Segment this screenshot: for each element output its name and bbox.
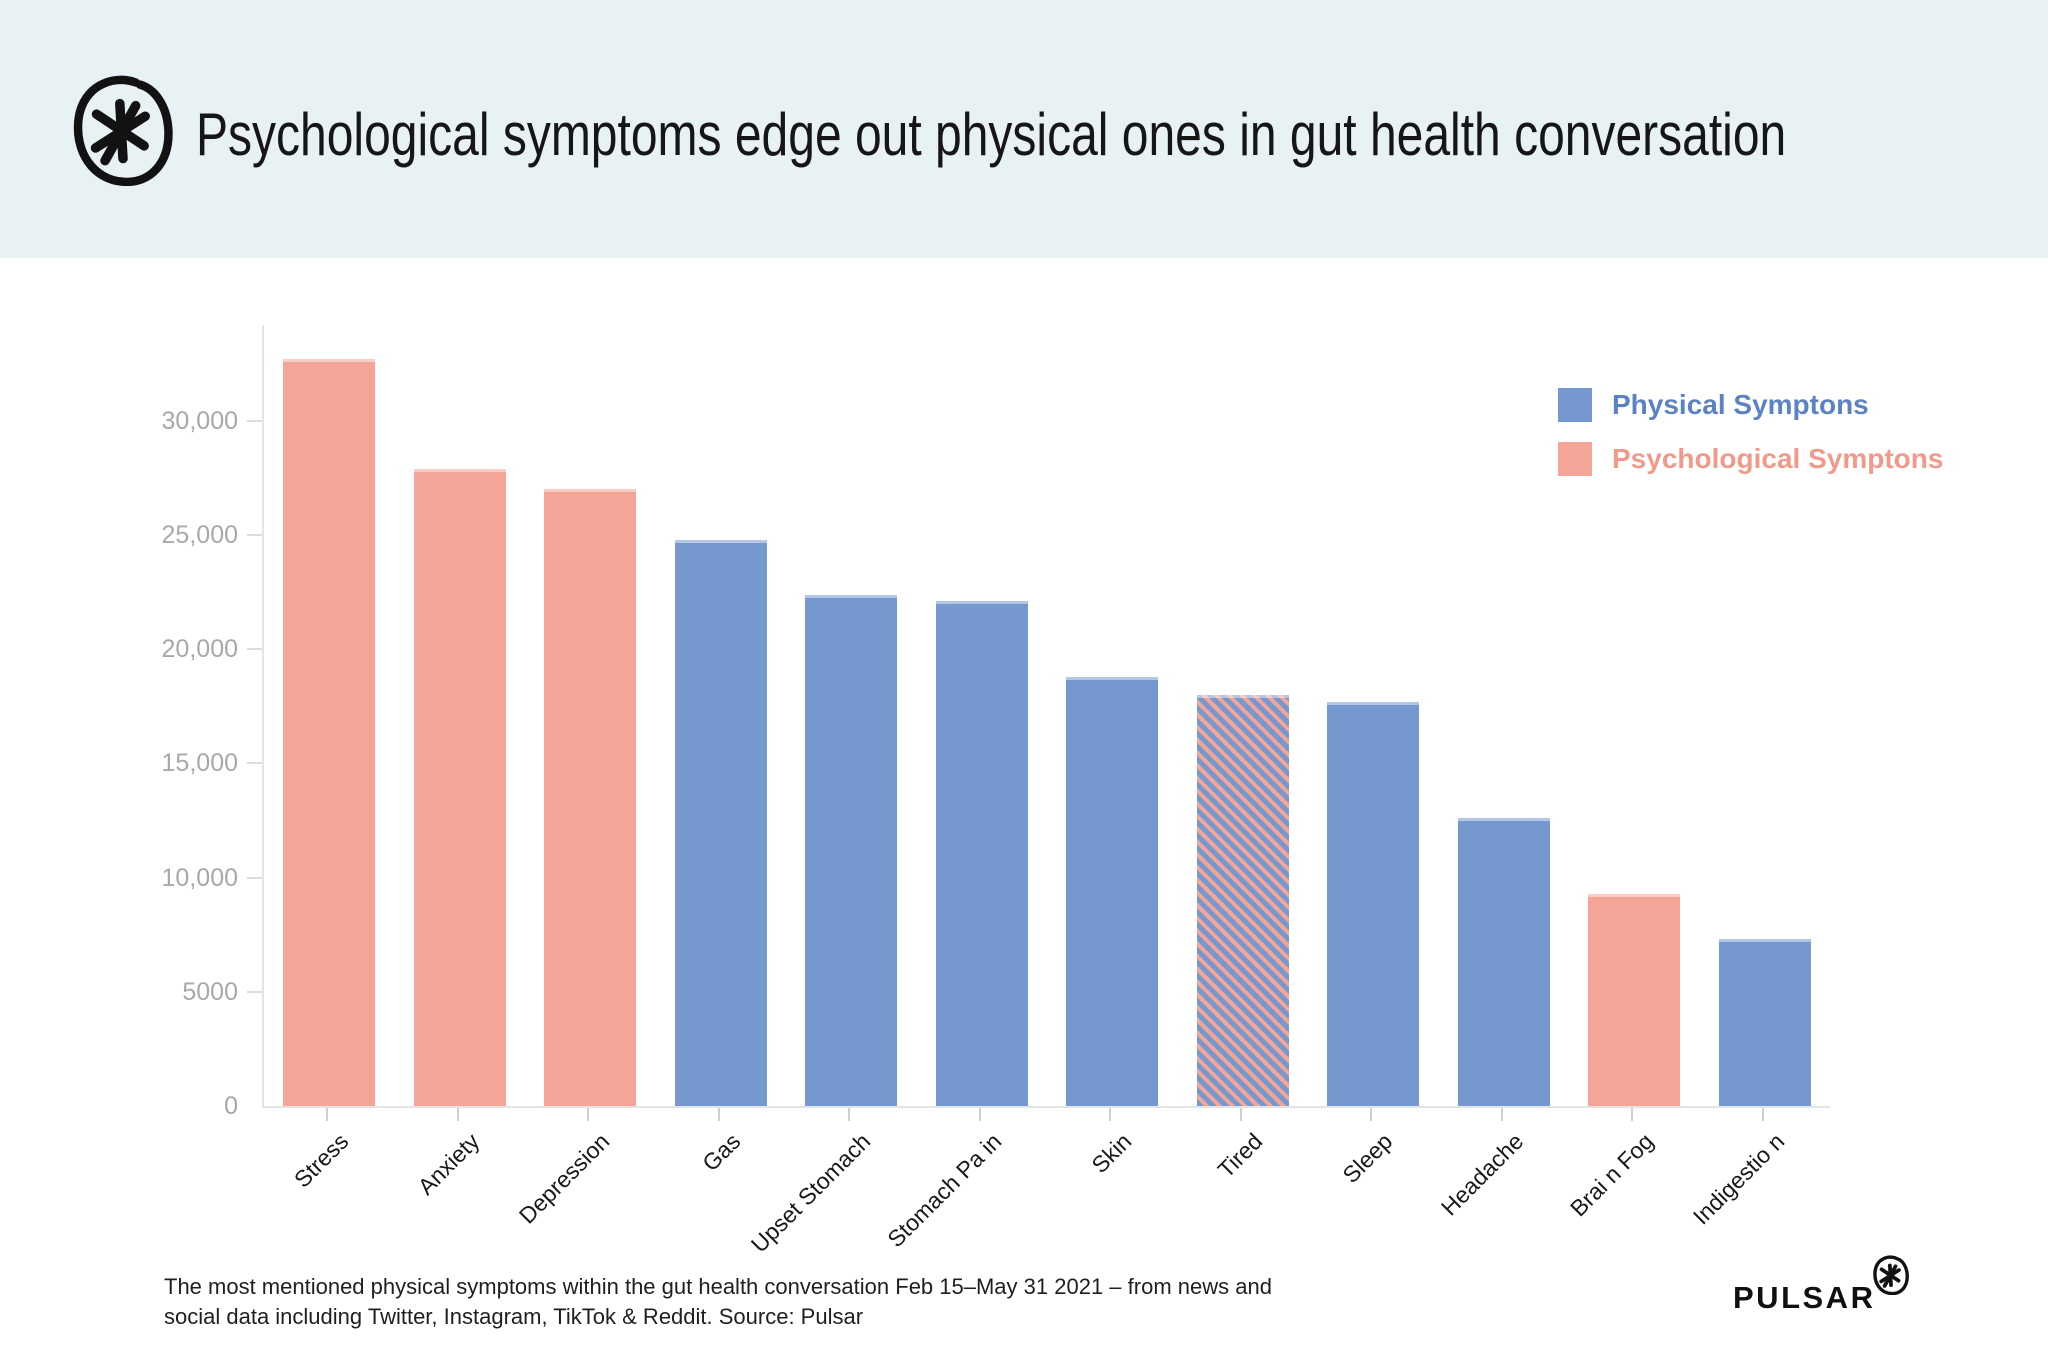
y-tick-label-5000: 5000 [182,977,238,1006]
bar-cell-headache [1439,325,1570,1106]
x-tick-label-brai-n-fog: Brai n Fog [1565,1128,1659,1222]
y-tick-mark [247,534,262,537]
x-tick-label-anxiety: Anxiety [412,1128,485,1200]
bar-skin [1066,676,1159,1106]
x-tick-mark [1109,1108,1112,1121]
legend-swatch-psychological [1558,442,1592,476]
bar-cell-upset-stomach [786,325,917,1106]
bar-sleep [1327,701,1420,1106]
y-tick-mark [247,648,262,651]
bar-tired [1196,694,1289,1106]
x-tick-mark [326,1108,329,1121]
bar-cell-sleep [1308,325,1439,1106]
bar-cell-indigestio-n [1700,325,1831,1106]
y-axis-labels: 0 5000 10,000 15,000 20,000 25,000 30,000 [0,325,244,1120]
header-banner: Psychological symptoms edge out physical… [0,0,2048,258]
bar-brai-n-fog [1588,893,1681,1106]
y-axis-ticks [247,325,262,1106]
y-tick-label-20-000: 20,000 [161,635,238,664]
pulsar-asterisk-logo-icon [73,75,173,186]
y-tick-label-30-000: 30,000 [161,406,238,435]
bar-cell-brai-n-fog [1569,325,1700,1106]
bar-cell-stress [264,325,395,1106]
x-tick-mark [1370,1108,1373,1121]
x-tick-mark [456,1108,459,1121]
bar-anxiety [413,468,506,1106]
y-tick-label-10-000: 10,000 [161,863,238,892]
bar-gas [674,539,767,1106]
bar-indigestio-n [1718,939,1811,1106]
source-caption-line2: social data including Twitter, Instagram… [164,1304,864,1329]
x-tick-label-stomach-pa-in: Stomach Pa in [881,1128,1007,1253]
source-caption-line1: The most mentioned physical symptoms wit… [164,1274,1272,1299]
x-axis: Stress Anxiety Depression Gas Upset Stomach S… [262,1108,1828,1368]
bars-container [264,325,1830,1106]
x-tick-mark [1500,1108,1503,1121]
x-tick-label-upset-stomach: Upset Stomach [746,1128,876,1258]
source-caption: The most mentioned physical symptoms wit… [164,1272,1272,1332]
page-title: Psychological symptoms edge out physical… [196,101,1787,168]
x-tick-mark [717,1108,720,1121]
bar-cell-stomach-pa-in [917,325,1048,1106]
bar-stomach-pa-in [935,601,1028,1106]
y-tick-mark [247,990,262,993]
x-tick-label-headache: Headache [1435,1128,1529,1221]
x-tick-label-sleep: Sleep [1337,1128,1398,1188]
x-tick-mark [1761,1108,1764,1121]
bar-cell-gas [656,325,787,1106]
x-tick-label-gas: Gas [696,1128,746,1177]
bar-cell-depression [525,325,656,1106]
legend-item-physical: Physical Symptons [1558,388,1869,422]
x-tick-label-depression: Depression [513,1128,615,1229]
x-tick-mark [1239,1108,1242,1121]
y-tick-label-15-000: 15,000 [161,749,238,778]
bar-stress [283,359,376,1106]
bar-headache [1457,818,1550,1106]
x-tick-label-stress: Stress [289,1128,354,1193]
legend-item-psychological: Psychological Symptons [1558,442,1943,476]
y-tick-label-25-000: 25,000 [161,521,238,550]
legend-label-psychological: Psychological Symptons [1612,443,1944,474]
x-tick-mark [978,1108,981,1121]
plot-area [262,325,1830,1108]
bar-cell-tired [1178,325,1309,1106]
x-tick-label-indigestio-n: Indigestio n [1687,1128,1790,1230]
x-tick-mark [848,1108,851,1121]
x-tick-label-tired: Tired [1212,1128,1268,1183]
y-tick-mark [247,876,262,879]
bar-depression [544,489,637,1106]
x-tick-mark [1631,1108,1634,1121]
y-tick-mark [247,762,262,765]
x-tick-label-skin: Skin [1086,1128,1137,1179]
bar-cell-anxiety [395,325,526,1106]
y-tick-label-0: 0 [224,1092,238,1120]
bar-upset-stomach [805,594,898,1106]
bar-cell-skin [1047,325,1178,1106]
legend-label-physical: Physical Symptons [1612,389,1869,420]
pulsar-wordmark: PULSAR [1733,1280,1876,1315]
legend-swatch-physical [1558,388,1592,422]
y-tick-mark [247,419,262,422]
x-tick-mark [587,1108,590,1121]
pulsar-asterisk-logo-icon-small [1873,1255,1909,1295]
